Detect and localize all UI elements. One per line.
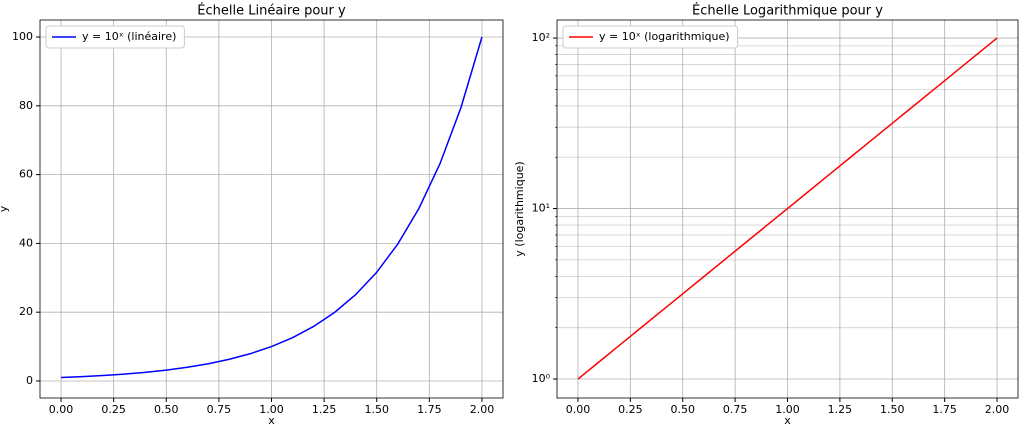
x-tick-label: 1.25: [828, 403, 853, 416]
y-tick-label: 10²: [532, 31, 550, 44]
y-tick-label: 40: [19, 236, 33, 249]
y-tick-label: 0: [26, 374, 33, 387]
x-tick-label: 1.25: [312, 403, 337, 416]
x-tick-label: 1.75: [417, 403, 442, 416]
legend-box: [45, 25, 185, 49]
x-tick-label: 1.50: [880, 403, 905, 416]
legend-label: y = 10ˣ (linéaire): [82, 30, 176, 43]
data-line: [61, 36, 483, 379]
x-tick-label: 2.00: [985, 403, 1010, 416]
legend-label: y = 10ˣ (logarithmique): [599, 30, 730, 43]
y-axis-label: y: [0, 205, 10, 212]
y-tick-label: 10⁰: [532, 372, 551, 385]
x-tick-label: 0.50: [670, 403, 695, 416]
x-tick-label: 0.00: [49, 403, 74, 416]
x-tick-label: 1.00: [259, 403, 284, 416]
x-tick-label: 0.00: [566, 403, 591, 416]
x-tick-label: 0.50: [154, 403, 179, 416]
x-tick-label: 1.75: [932, 403, 957, 416]
x-tick-label: 1.00: [775, 403, 800, 416]
x-tick-label: 0.75: [723, 403, 748, 416]
chart-title: Échelle Linéaire pour y: [197, 3, 346, 19]
x-tick-label: 0.25: [618, 403, 643, 416]
x-tick-label: 2.00: [470, 403, 495, 416]
x-axis-label: x: [268, 414, 275, 427]
y-axis-label: y (logarithmique): [513, 161, 526, 256]
data-line: [577, 37, 998, 380]
axes-frame: [556, 19, 1019, 399]
y-tick-label: 100: [12, 30, 33, 43]
y-tick-label: 60: [19, 168, 33, 181]
x-axis-label: x: [784, 414, 791, 427]
axes-frame: [39, 19, 504, 399]
x-tick-label: 1.50: [364, 403, 389, 416]
chart-title: Échelle Logarithmique pour y: [692, 3, 883, 19]
y-tick-label: 20: [19, 305, 33, 318]
legend-box: [562, 25, 739, 49]
x-tick-label: 0.25: [101, 403, 126, 416]
y-tick-label: 10¹: [532, 202, 550, 215]
y-tick-label: 80: [19, 99, 33, 112]
x-tick-label: 0.75: [207, 403, 232, 416]
